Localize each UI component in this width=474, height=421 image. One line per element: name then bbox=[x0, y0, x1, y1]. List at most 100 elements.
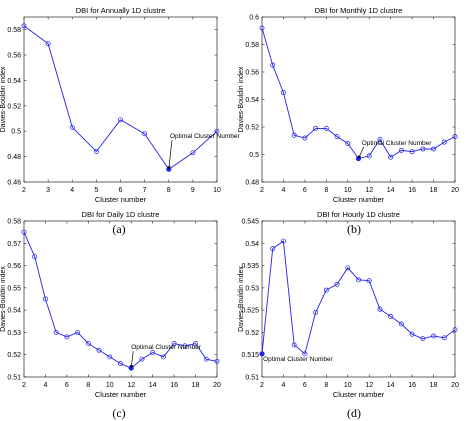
x-tick-label: 2 bbox=[260, 187, 264, 194]
x-tick-label: 10 bbox=[344, 382, 352, 389]
x-tick-label: 5 bbox=[94, 187, 98, 194]
y-tick-label: 0.52 bbox=[7, 103, 21, 110]
data-point bbox=[366, 278, 372, 284]
annotation-arrow-line bbox=[131, 351, 134, 366]
chart-title: DBI for Monthly 1D clustre bbox=[315, 6, 403, 15]
data-point bbox=[259, 25, 265, 31]
plot-frame bbox=[23, 220, 218, 378]
optimal-annotation: Optimal Cluster Number bbox=[170, 133, 241, 140]
x-tick-label: 9 bbox=[191, 187, 195, 194]
y-tick-label: 0.58 bbox=[7, 219, 21, 226]
data-point bbox=[452, 327, 458, 333]
x-tick-label: 20 bbox=[451, 382, 459, 389]
data-point bbox=[377, 136, 383, 142]
data-point bbox=[93, 149, 99, 154]
panel-label-a: (a) bbox=[112, 222, 126, 236]
x-tick-label: 14 bbox=[149, 382, 157, 389]
data-point bbox=[366, 153, 372, 159]
y-tick-label: 0.54 bbox=[245, 97, 259, 104]
y-tick-label: 0.58 bbox=[245, 42, 259, 49]
y-axis-label: Davies-Bouldin index bbox=[0, 266, 7, 332]
data-point bbox=[345, 265, 351, 271]
data-point bbox=[420, 336, 426, 342]
x-tick-label: 14 bbox=[387, 187, 395, 194]
x-tick-label: 18 bbox=[430, 382, 438, 389]
x-tick-label: 20 bbox=[451, 187, 459, 194]
x-tick-label: 12 bbox=[127, 382, 135, 389]
x-tick-label: 12 bbox=[365, 187, 373, 194]
y-tick-label: 0.57 bbox=[7, 241, 21, 248]
chart-title: DBI for Hourly 1D clustre bbox=[317, 210, 400, 219]
data-point bbox=[313, 309, 319, 315]
data-point bbox=[270, 62, 276, 68]
x-tick-label: 4 bbox=[281, 382, 285, 389]
x-tick-label: 20 bbox=[213, 382, 221, 389]
series-line bbox=[23, 231, 218, 369]
x-tick-label: 8 bbox=[324, 187, 328, 194]
x-tick-label: 14 bbox=[387, 382, 395, 389]
data-point bbox=[107, 354, 113, 360]
x-tick-label: 2 bbox=[22, 382, 26, 389]
data-point bbox=[441, 139, 447, 145]
chart-title: DBI for Annually 1D clustre bbox=[76, 6, 166, 15]
data-point bbox=[323, 125, 329, 131]
x-axis-label: Cluster number bbox=[95, 195, 147, 204]
y-tick-label: 0.535 bbox=[241, 263, 259, 270]
x-tick-label: 10 bbox=[106, 382, 114, 389]
y-tick-label: 0.48 bbox=[245, 180, 259, 187]
y-tick-label: 0.54 bbox=[7, 308, 21, 315]
x-axis-label: Cluster number bbox=[333, 390, 385, 399]
x-tick-label: 3 bbox=[46, 187, 50, 194]
data-point bbox=[388, 154, 394, 160]
x-tick-label: 2 bbox=[22, 187, 26, 194]
data-point bbox=[190, 150, 196, 156]
data-point bbox=[96, 347, 102, 353]
y-tick-label: 0.525 bbox=[241, 308, 259, 315]
x-tick-label: 6 bbox=[65, 382, 69, 389]
series-line bbox=[261, 240, 456, 355]
y-tick-label: 0.54 bbox=[245, 241, 259, 248]
data-point bbox=[214, 358, 220, 364]
panel-label-c: (c) bbox=[112, 406, 126, 420]
data-point bbox=[323, 287, 329, 293]
data-point bbox=[270, 246, 276, 252]
data-point bbox=[398, 147, 404, 153]
data-point bbox=[42, 296, 48, 302]
data-point bbox=[142, 131, 148, 137]
data-point bbox=[313, 125, 319, 131]
annotation-arrow-head bbox=[358, 155, 362, 159]
data-point bbox=[160, 354, 166, 360]
data-point bbox=[356, 277, 361, 283]
y-tick-label: 0.6 bbox=[249, 15, 259, 22]
x-tick-label: 4 bbox=[70, 187, 74, 194]
data-point bbox=[64, 334, 70, 340]
data-point bbox=[193, 341, 199, 347]
y-tick-label: 0.5 bbox=[249, 152, 259, 159]
x-tick-label: 18 bbox=[192, 382, 200, 389]
y-tick-label: 0.51 bbox=[245, 375, 259, 382]
data-point bbox=[280, 238, 286, 244]
data-point bbox=[431, 333, 437, 339]
data-point bbox=[32, 254, 38, 260]
x-tick-label: 10 bbox=[213, 187, 221, 194]
optimal-annotation: Optimal Cluster Number bbox=[263, 356, 334, 363]
x-axis-label: Cluster number bbox=[333, 195, 385, 204]
data-point bbox=[409, 331, 415, 337]
data-point bbox=[377, 306, 383, 312]
data-point bbox=[334, 281, 340, 287]
x-tick-label: 10 bbox=[344, 187, 352, 194]
x-tick-label: 16 bbox=[408, 382, 416, 389]
x-tick-label: 18 bbox=[430, 187, 438, 194]
y-axis-label: Davies-Bouldin index bbox=[238, 266, 245, 332]
x-axis-label: Cluster number bbox=[95, 390, 147, 399]
x-tick-label: 4 bbox=[281, 187, 285, 194]
x-tick-label: 8 bbox=[167, 187, 171, 194]
annotation-arrow-head bbox=[167, 166, 171, 170]
annotation-arrow-line bbox=[168, 140, 173, 167]
plot-frame bbox=[261, 220, 456, 378]
chart-panel-4 bbox=[259, 220, 458, 378]
y-axis-label: Davies-Bouldin index bbox=[238, 66, 245, 132]
x-tick-label: 7 bbox=[143, 187, 147, 194]
optimal-annotation: Optimal Cluster Number bbox=[362, 140, 433, 147]
